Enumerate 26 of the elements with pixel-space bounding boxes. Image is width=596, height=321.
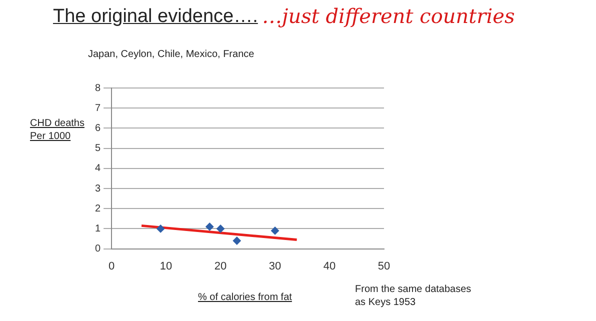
x-tick-label: 40: [323, 260, 336, 272]
y-axis-title: CHD deaths Per 1000: [30, 117, 84, 143]
point: [232, 236, 241, 245]
text: Japan, Ceylon, Chile, Mexico, France: [88, 49, 254, 60]
chart-subtitle: …just different countries: [262, 4, 515, 28]
point: [216, 224, 225, 233]
x-tick-label: 30: [268, 260, 282, 272]
chart-title: The original evidence….: [53, 6, 258, 28]
point: [271, 226, 280, 235]
y-tick-label: 8: [95, 82, 101, 94]
y-tick-label: 7: [95, 102, 101, 114]
y-tick-label: 3: [95, 183, 101, 194]
y-tick-label: 5: [95, 143, 101, 154]
x-tick-label: 0: [108, 260, 115, 272]
x-tick-label: 10: [160, 260, 172, 272]
y-tick-label: 6: [95, 122, 101, 134]
y-tick-label: 1: [95, 223, 101, 234]
x-tick-label: 50: [378, 260, 390, 272]
point: [156, 224, 165, 233]
x-axis-title: % of calories from fat: [198, 292, 292, 303]
point: [206, 222, 214, 231]
y-tick-label: 0: [95, 244, 101, 255]
y-tick-label: 4: [95, 163, 101, 174]
x-tick-label: 20: [214, 260, 227, 272]
text: From the same databases as Keys 1953: [355, 283, 472, 309]
y-tick-label: 2: [95, 203, 101, 214]
